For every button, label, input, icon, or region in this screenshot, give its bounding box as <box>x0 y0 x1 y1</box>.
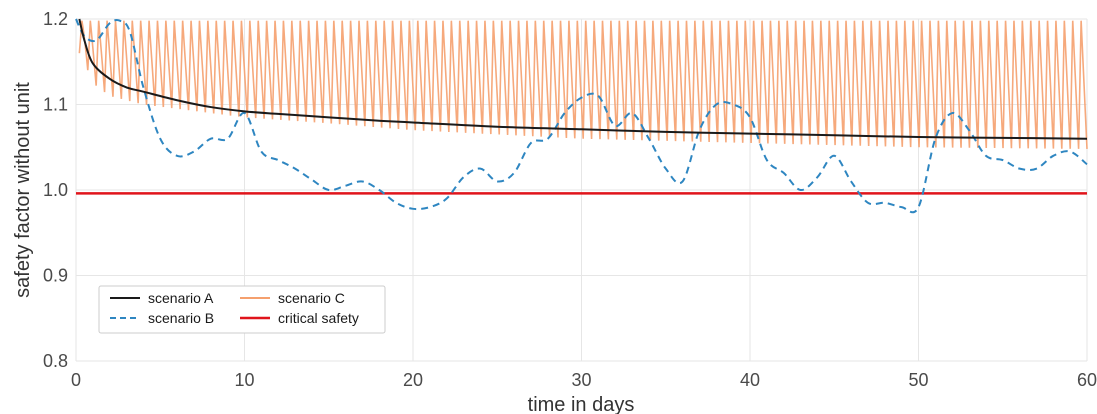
x-tick-label: 20 <box>403 370 423 390</box>
x-tick-label: 40 <box>740 370 760 390</box>
tick-labels: 0.8 0.9 1.0 1.1 1.2 0 10 20 30 40 50 60 <box>43 9 1097 390</box>
y-tick-label: 0.8 <box>43 351 68 371</box>
x-tick-label: 0 <box>71 370 81 390</box>
legend-label-scenario-a: scenario A <box>148 290 214 306</box>
series-line-scenario-a <box>78 18 1088 140</box>
legend-label-scenario-b: scenario B <box>148 310 214 326</box>
y-tick-label: 1.2 <box>43 9 68 29</box>
y-tick-label: 1.0 <box>43 180 68 200</box>
series-line-scenario-b <box>75 18 1088 214</box>
legend-box <box>98 285 386 334</box>
legend-label-critical-safety: critical safety <box>278 310 359 326</box>
x-tick-label: 10 <box>234 370 254 390</box>
y-tick-label: 1.1 <box>43 95 68 115</box>
y-tick-label: 0.9 <box>43 266 68 286</box>
series-group <box>75 18 1088 214</box>
series-line-scenario-c <box>78 20 1088 149</box>
x-tick-label: 30 <box>571 370 591 390</box>
legend: scenario A scenario C scenario B critica… <box>98 285 386 334</box>
y-axis-title: safety factor without unit <box>12 82 34 298</box>
x-tick-label: 60 <box>1077 370 1097 390</box>
legend-label-scenario-c: scenario C <box>278 290 345 306</box>
x-tick-label: 50 <box>908 370 928 390</box>
x-axis-title: time in days <box>528 394 635 414</box>
